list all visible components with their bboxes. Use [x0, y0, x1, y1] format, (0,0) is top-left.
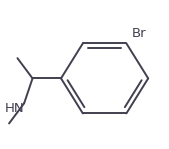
Text: HN: HN: [5, 102, 25, 115]
Text: Br: Br: [131, 27, 146, 40]
